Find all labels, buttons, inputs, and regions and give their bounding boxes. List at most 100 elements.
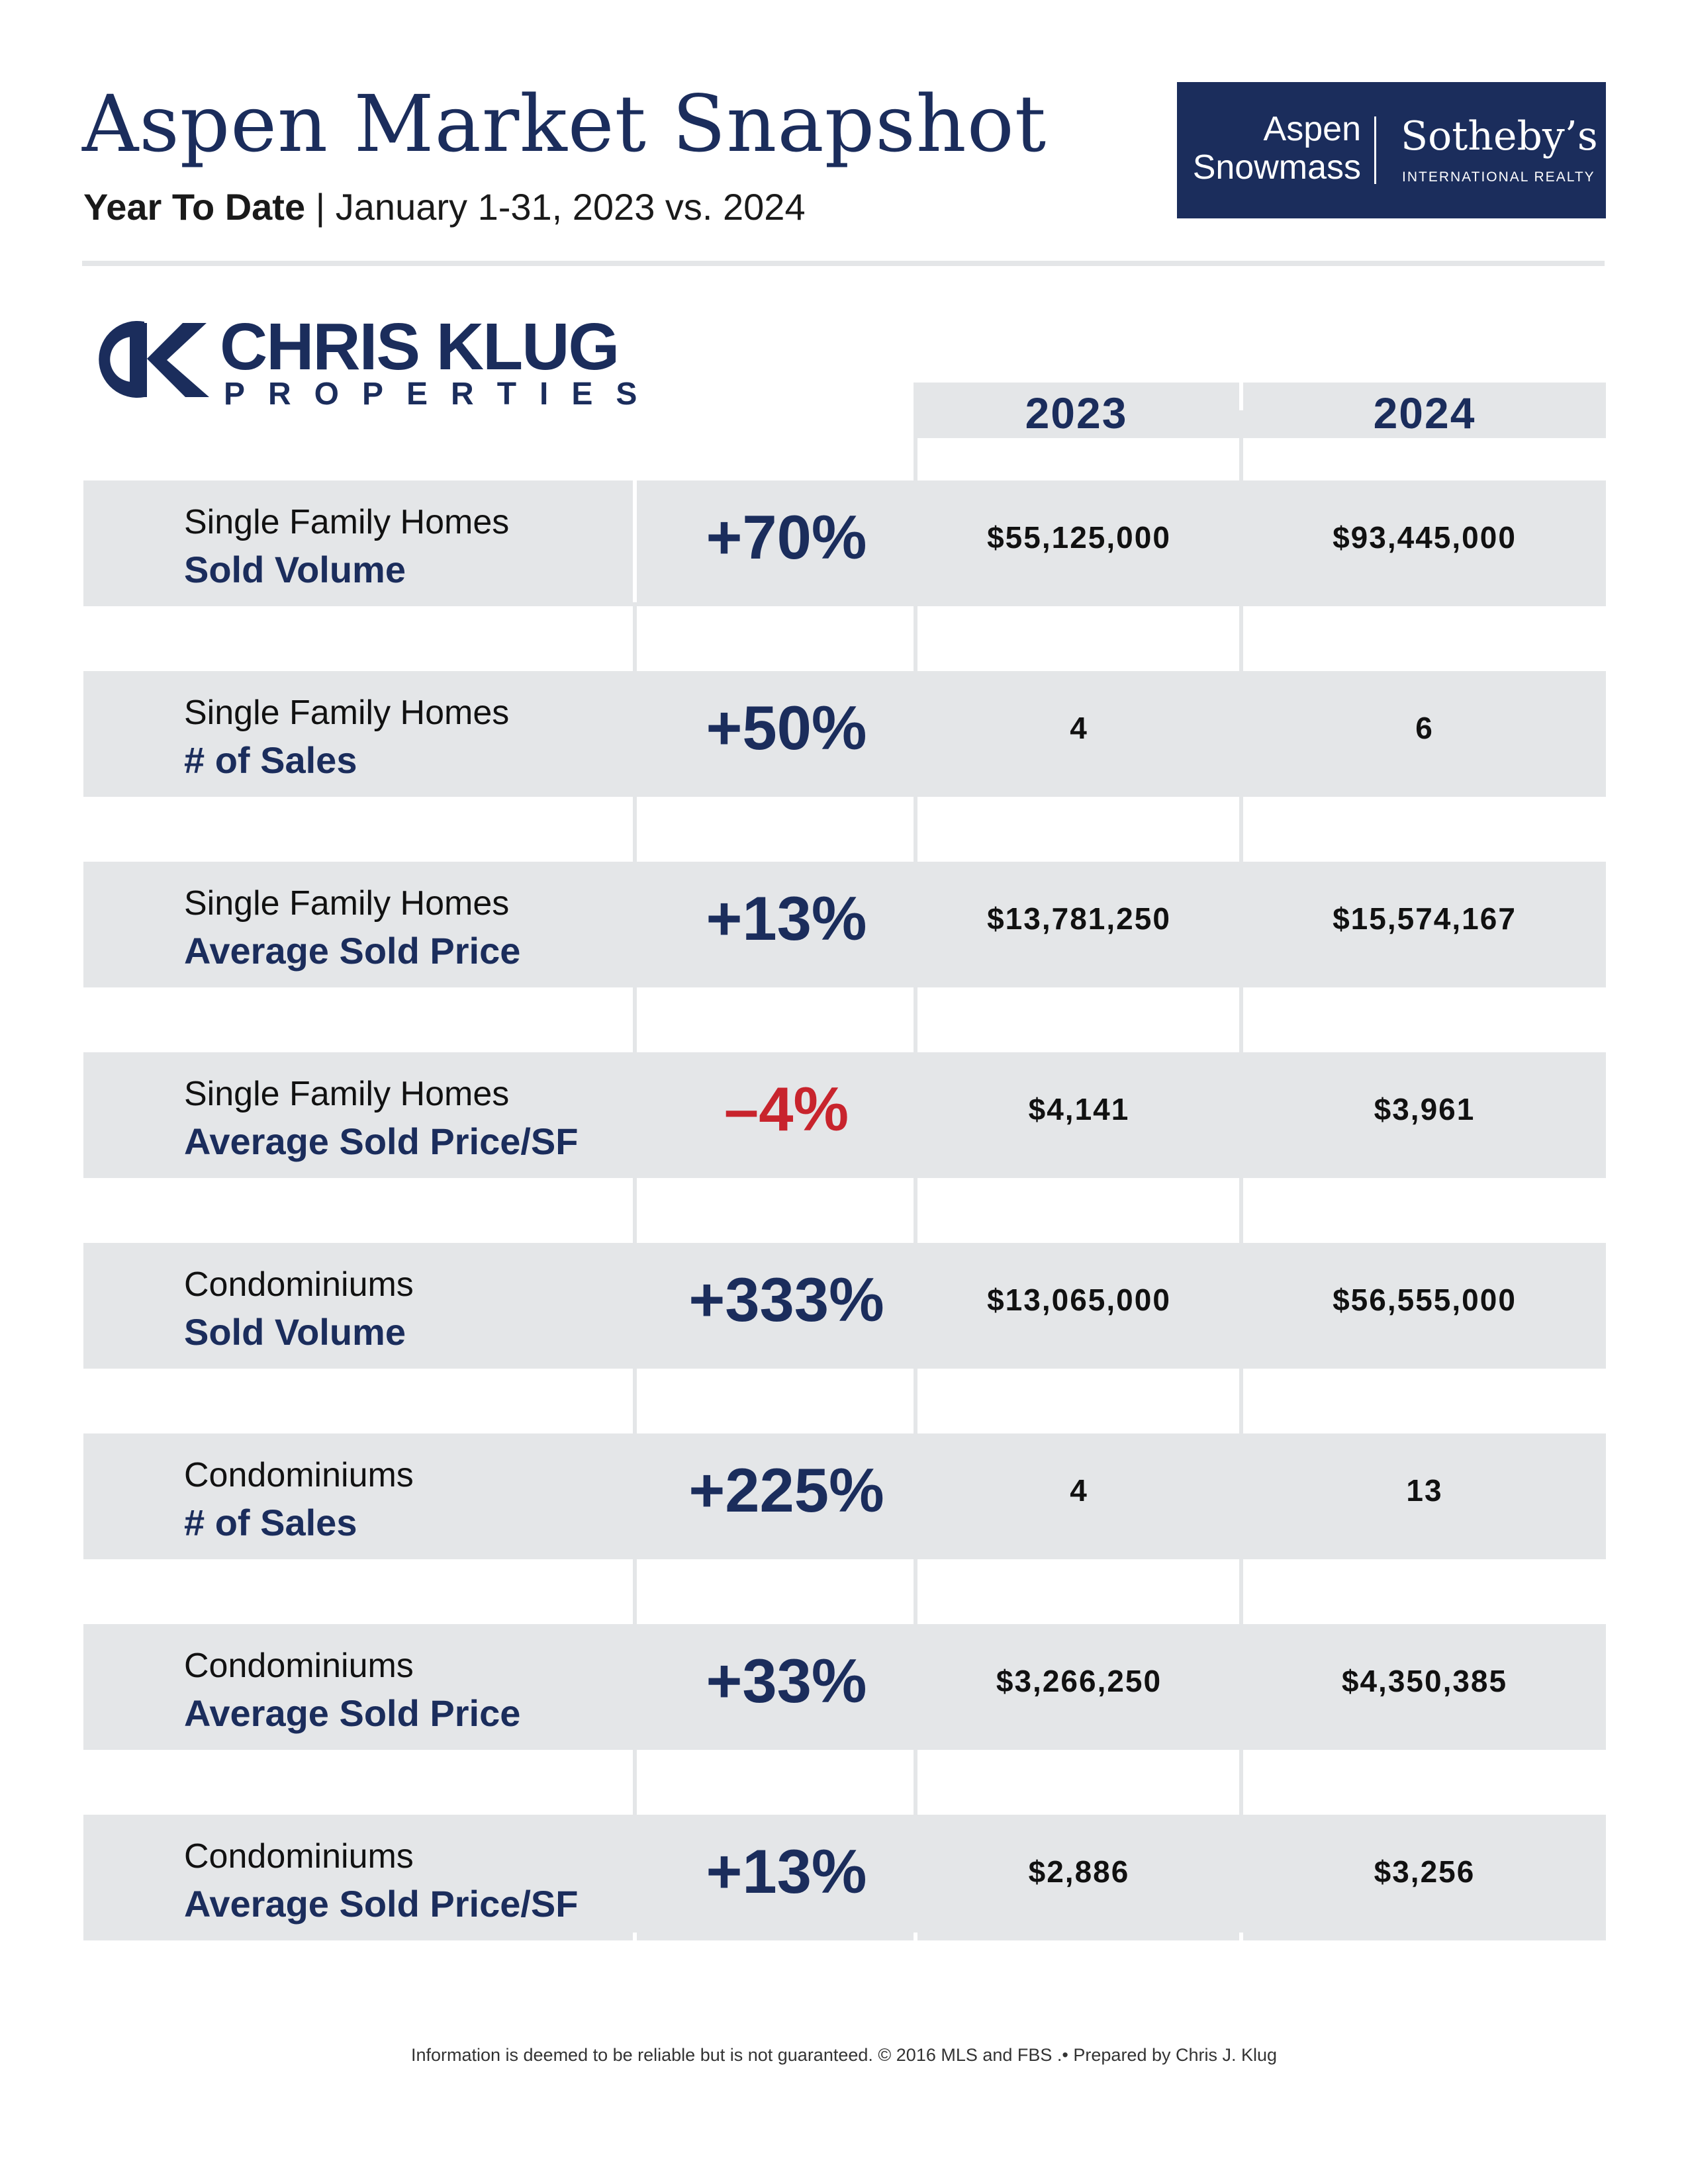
row-percent-change: +333% <box>688 1265 884 1334</box>
column-header-2024: 2024 <box>1243 383 1606 438</box>
row-percent-change: –4% <box>724 1074 849 1144</box>
table-row: Condominiums Sold Volume +333% $13,065,000 $… <box>83 1243 1606 1369</box>
row-category: Single Family Homes <box>184 1075 510 1113</box>
row-2023-panel <box>917 862 1239 987</box>
row-value-2024: $4,350,385 <box>1341 1664 1508 1698</box>
row-label: Single Family Homes Average Sold Price/SF <box>184 1071 579 1166</box>
table-row: Condominiums # of Sales +225% 4 13 <box>83 1433 1606 1559</box>
footer-disclaimer: Information is deemed to be reliable but… <box>410 2045 1278 2065</box>
row-value-2024: $56,555,000 <box>1333 1283 1517 1317</box>
row-value-2024: $3,256 <box>1374 1854 1476 1889</box>
row-value-2023: $13,065,000 <box>987 1283 1171 1317</box>
row-2023-panel <box>917 480 1239 606</box>
row-change-panel <box>637 1052 914 1178</box>
row-value-2023: $2,886 <box>1028 1854 1130 1889</box>
row-metric: # of Sales <box>184 1502 357 1543</box>
row-metric: Average Sold Price/SF <box>184 1120 579 1162</box>
brand-divider <box>1374 116 1376 184</box>
row-label: Condominiums Sold Volume <box>184 1261 414 1357</box>
row-2024-panel <box>1243 1624 1606 1750</box>
row-metric: # of Sales <box>184 739 357 781</box>
row-value-2024: $3,961 <box>1374 1092 1476 1126</box>
brand-tagline: INTERNATIONAL REALTY <box>1402 169 1595 185</box>
row-value-2023: $3,266,250 <box>996 1664 1162 1698</box>
row-change-panel <box>637 1624 914 1750</box>
column-divider-2024 <box>1239 410 1243 1933</box>
row-metric: Sold Volume <box>184 549 406 590</box>
agent-name: CHRIS KLUG <box>220 310 620 384</box>
page-title: Aspen Market Snapshot <box>82 78 1047 169</box>
row-category: Condominiums <box>184 1265 414 1304</box>
row-value-2024: 6 <box>1415 711 1434 745</box>
row-2023-panel <box>917 1243 1239 1369</box>
row-value-2024: 13 <box>1406 1473 1443 1508</box>
row-value-2023: 4 <box>1070 711 1088 745</box>
brand-location: Aspen Snowmass <box>1193 110 1361 187</box>
row-category: Condominiums <box>184 1837 414 1876</box>
row-2024-panel <box>1243 862 1606 987</box>
row-category: Single Family Homes <box>184 694 510 732</box>
row-category: Condominiums <box>184 1456 414 1494</box>
subtitle-separator: | <box>315 186 326 228</box>
row-label-panel <box>83 1624 633 1750</box>
row-value-2024: $15,574,167 <box>1333 901 1517 936</box>
agent-subtitle: PROPERTIES <box>224 377 661 412</box>
row-percent-change: +225% <box>688 1455 884 1525</box>
row-label: Condominiums # of Sales <box>184 1452 414 1547</box>
row-label: Condominiums Average Sold Price <box>184 1643 520 1738</box>
row-2023-panel <box>917 1624 1239 1750</box>
sothebys-logo: Aspen Snowmass Sotheby’s INTERNATIONAL R… <box>1177 82 1606 218</box>
table-row: Single Family Homes Average Sold Price +13… <box>83 862 1606 987</box>
table-row: Condominiums Average Sold Price +33% $3,266… <box>83 1624 1606 1750</box>
row-metric: Average Sold Price/SF <box>184 1883 579 1925</box>
row-value-2023: $55,125,000 <box>987 520 1171 555</box>
row-label-panel <box>83 862 633 987</box>
row-change-panel <box>637 1243 914 1369</box>
row-label: Condominiums Average Sold Price/SF <box>184 1833 579 1929</box>
row-label-panel <box>83 1243 633 1369</box>
row-label: Single Family Homes # of Sales <box>184 690 509 785</box>
row-change-panel <box>637 862 914 987</box>
row-change-panel <box>637 671 914 797</box>
row-label-panel <box>83 480 633 606</box>
row-2023-panel <box>917 1052 1239 1178</box>
row-percent-change: +33% <box>706 1646 867 1715</box>
column-divider-2023 <box>914 410 917 1933</box>
brand-line-aspen: Aspen <box>1263 110 1361 148</box>
row-2024-panel <box>1243 1815 1606 1940</box>
row-2023-panel <box>917 1815 1239 1940</box>
brand-name: Sotheby’s <box>1401 113 1598 159</box>
row-label-panel <box>83 671 633 797</box>
column-header-2023: 2023 <box>914 383 1239 438</box>
table-row: Single Family Homes Average Sold Price/SF… <box>83 1052 1606 1178</box>
row-2024-panel <box>1243 671 1606 797</box>
column-divider-change <box>633 602 637 1933</box>
brand-line-snowmass: Snowmass <box>1192 148 1361 187</box>
row-category: Condominiums <box>184 1647 414 1685</box>
row-change-panel <box>637 1433 914 1559</box>
row-label: Single Family Homes Sold Volume <box>184 499 509 594</box>
row-metric: Average Sold Price <box>184 930 521 972</box>
row-2024-panel <box>1243 1052 1606 1178</box>
row-category: Single Family Homes <box>184 884 510 923</box>
row-change-panel <box>637 1815 914 1940</box>
row-label-panel <box>83 1433 633 1559</box>
row-value-2023: 4 <box>1070 1473 1088 1508</box>
row-label-panel <box>83 1815 633 1940</box>
subtitle-lead: Year To Date <box>83 186 306 228</box>
row-2023-panel <box>917 671 1239 797</box>
subtitle-range: January 1-31, 2023 vs. 2024 <box>335 186 806 228</box>
table-row: Condominiums Average Sold Price/SF +13% $2,… <box>83 1815 1606 1940</box>
row-metric: Sold Volume <box>184 1311 406 1353</box>
row-value-2024: $93,445,000 <box>1333 520 1517 555</box>
row-percent-change: +13% <box>706 884 867 953</box>
row-change-panel <box>637 480 914 606</box>
table-row: Single Family Homes # of Sales +50% 4 6 <box>83 671 1606 797</box>
table-row: Single Family Homes Sold Volume +70% $55,12… <box>83 480 1606 606</box>
row-metric: Average Sold Price <box>184 1692 521 1734</box>
row-value-2023: $4,141 <box>1028 1092 1130 1126</box>
row-label: Single Family Homes Average Sold Price <box>184 880 520 976</box>
row-category: Single Family Homes <box>184 503 510 541</box>
row-label-panel <box>83 1052 633 1178</box>
page-subtitle: Year To Date | January 1-31, 2023 vs. 20… <box>83 184 806 230</box>
